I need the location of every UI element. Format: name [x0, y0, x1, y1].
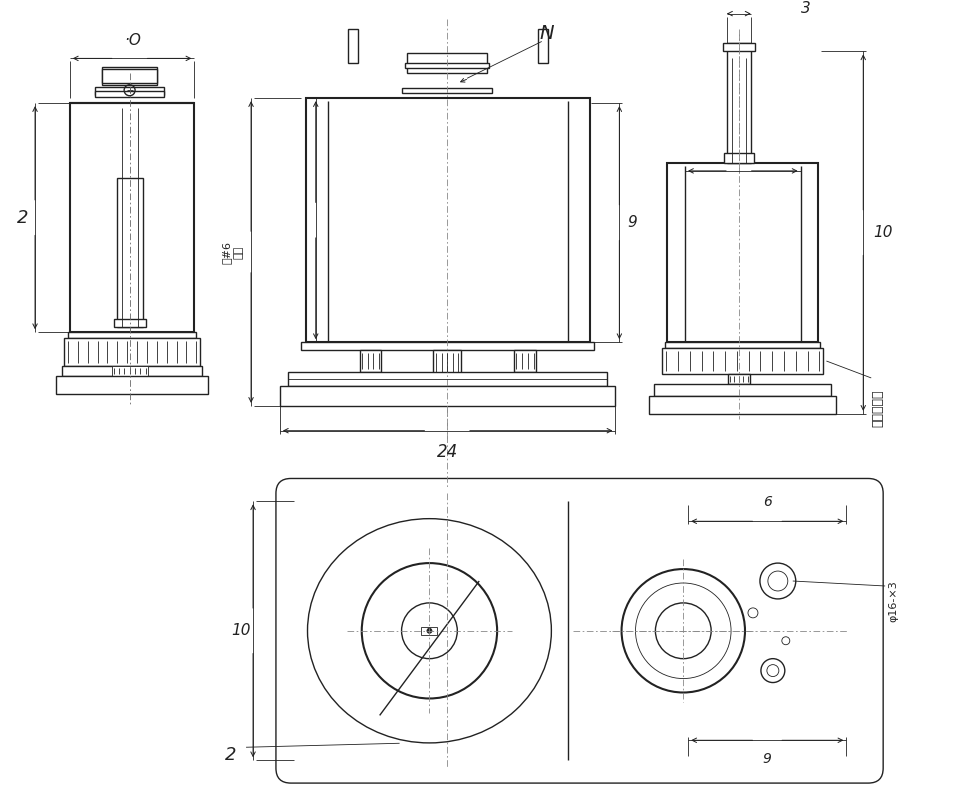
- Text: 24: 24: [437, 443, 458, 460]
- Bar: [402, 88, 492, 93]
- Bar: [64, 338, 201, 366]
- Text: 3: 3: [801, 1, 811, 16]
- Bar: [405, 63, 489, 68]
- Bar: [112, 366, 147, 376]
- Text: 整#6: 整#6: [221, 241, 231, 264]
- Bar: [667, 163, 818, 342]
- Bar: [69, 103, 195, 332]
- Bar: [306, 98, 590, 342]
- Text: 齿式联轴器: 齿式联轴器: [871, 389, 885, 427]
- Text: ·O: ·O: [124, 34, 141, 48]
- Bar: [728, 374, 750, 384]
- Text: 10: 10: [873, 225, 893, 240]
- Bar: [94, 87, 165, 95]
- Text: 9: 9: [628, 215, 637, 230]
- Bar: [727, 43, 751, 163]
- Bar: [102, 67, 157, 85]
- Bar: [649, 396, 837, 414]
- Bar: [655, 384, 831, 396]
- Text: 整口: 整口: [233, 245, 243, 258]
- Text: 6: 6: [763, 496, 772, 509]
- Bar: [288, 372, 607, 386]
- Bar: [348, 29, 358, 63]
- Text: 9: 9: [763, 752, 772, 766]
- Text: N: N: [540, 24, 554, 43]
- Bar: [117, 178, 143, 327]
- Text: 2: 2: [226, 746, 237, 764]
- Bar: [408, 54, 487, 73]
- Text: φ16-×3: φ16-×3: [888, 580, 898, 622]
- Bar: [360, 350, 382, 372]
- Bar: [421, 627, 438, 634]
- Bar: [724, 153, 754, 163]
- Bar: [114, 319, 146, 327]
- Bar: [301, 342, 595, 350]
- Text: 10: 10: [231, 623, 251, 638]
- Bar: [62, 366, 202, 376]
- Text: 2: 2: [17, 209, 29, 227]
- Circle shape: [427, 628, 432, 634]
- Bar: [94, 91, 165, 97]
- Bar: [102, 69, 157, 83]
- Bar: [433, 350, 461, 375]
- Bar: [67, 332, 197, 338]
- Bar: [538, 29, 548, 63]
- Bar: [662, 348, 823, 374]
- Bar: [723, 43, 755, 51]
- FancyBboxPatch shape: [276, 479, 883, 783]
- Bar: [56, 376, 208, 394]
- Bar: [280, 386, 615, 406]
- Bar: [665, 342, 820, 348]
- Bar: [514, 350, 536, 372]
